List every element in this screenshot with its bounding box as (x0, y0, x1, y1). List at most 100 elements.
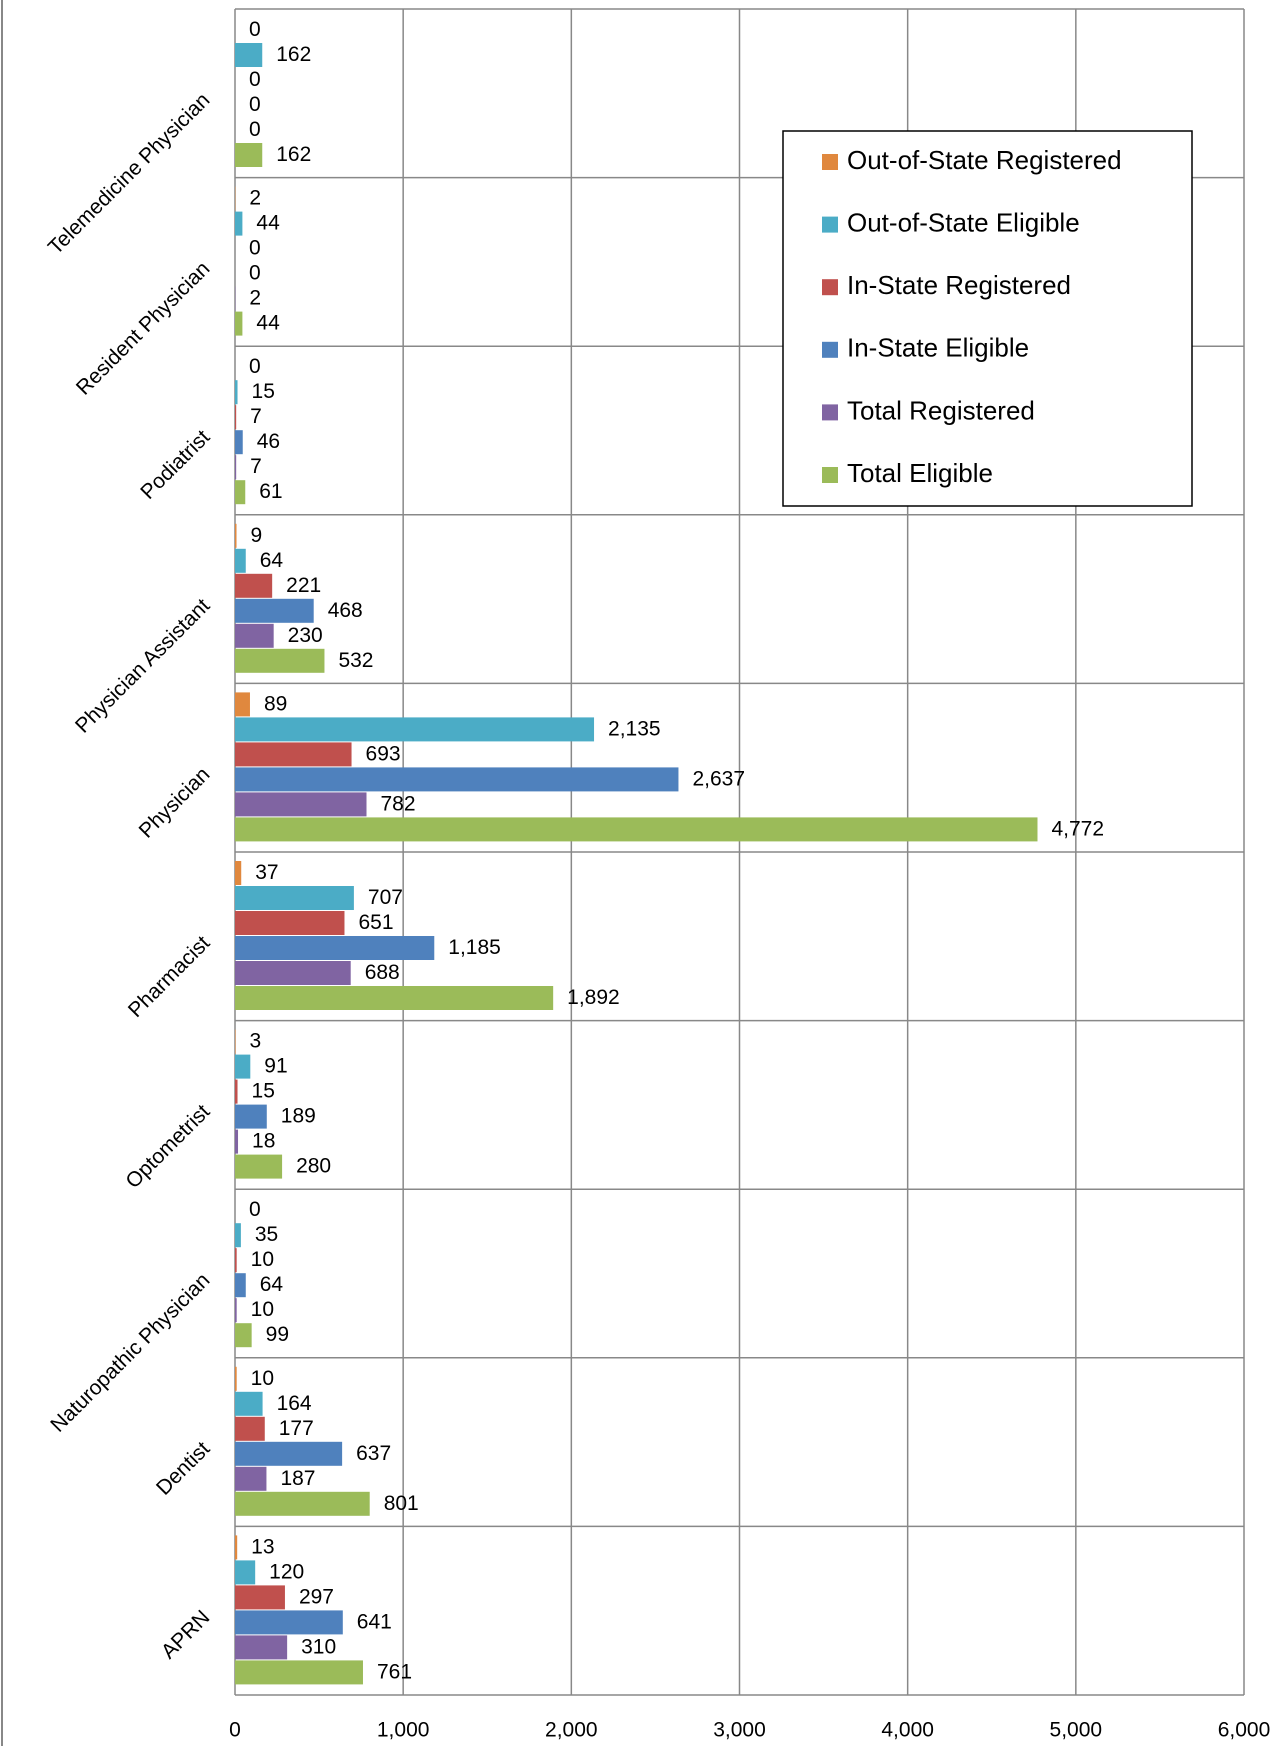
data-label: 1,892 (567, 986, 620, 1009)
bar (235, 524, 237, 548)
bar (235, 1660, 363, 1684)
category-label: Naturopathic Physician (46, 1269, 214, 1437)
bar (235, 1492, 370, 1516)
data-label: 64 (260, 549, 284, 572)
data-label: 532 (338, 649, 373, 672)
data-label: 221 (286, 574, 321, 597)
bar (235, 143, 262, 167)
data-label: 99 (266, 1323, 289, 1346)
bar (235, 1105, 267, 1129)
bar (235, 43, 262, 67)
data-label: 10 (251, 1298, 274, 1321)
category-label: Physician (135, 763, 215, 843)
bar (235, 455, 236, 479)
legend-swatch (822, 342, 838, 358)
x-tick-label: 1,000 (377, 1719, 430, 1742)
data-label: 1,185 (448, 936, 501, 959)
category-label: APRN (157, 1606, 215, 1664)
bar (235, 1417, 265, 1441)
category-label: Podiatrist (136, 426, 214, 504)
data-label: 0 (249, 93, 261, 116)
data-label: 46 (257, 430, 280, 453)
bar (235, 1323, 252, 1347)
category-label: Optometrist (121, 1100, 214, 1193)
data-label: 44 (256, 312, 280, 335)
bar (235, 1055, 250, 1079)
bar (235, 717, 594, 741)
data-label: 10 (251, 1248, 274, 1271)
data-label: 13 (251, 1535, 274, 1558)
data-label: 468 (328, 599, 363, 622)
data-label: 230 (288, 624, 323, 647)
x-tick-label: 2,000 (545, 1719, 598, 1742)
data-label: 280 (296, 1155, 331, 1178)
data-label: 2,135 (608, 717, 661, 740)
data-label: 162 (276, 143, 311, 166)
bar (235, 405, 236, 429)
data-label: 18 (252, 1130, 275, 1153)
bar (235, 1030, 236, 1054)
bar (235, 1248, 237, 1272)
data-label: 44 (256, 212, 280, 235)
bar (235, 1467, 266, 1491)
data-label: 0 (249, 118, 261, 141)
category-label: Pharmacist (124, 931, 215, 1022)
bar (235, 480, 245, 504)
bar (235, 886, 354, 910)
bar (235, 549, 246, 573)
data-label: 0 (249, 237, 261, 260)
data-label: 162 (276, 43, 311, 66)
data-label: 37 (255, 861, 278, 884)
bar (235, 1442, 342, 1466)
bar (235, 986, 553, 1010)
bar (235, 1155, 282, 1179)
bar (235, 212, 242, 236)
data-label: 187 (280, 1467, 315, 1490)
legend-label: Total Registered (847, 395, 1035, 425)
data-label: 10 (251, 1367, 274, 1390)
bar (235, 1130, 238, 1154)
data-label: 91 (264, 1055, 287, 1078)
bar (235, 1535, 237, 1559)
legend-label: Out-of-State Registered (847, 145, 1122, 175)
bar (235, 1585, 285, 1609)
legend-label: In-State Registered (847, 270, 1071, 300)
legend-swatch (822, 279, 838, 295)
bar (235, 961, 351, 985)
bar (235, 861, 241, 885)
data-label: 61 (259, 480, 282, 503)
data-label: 3 (250, 1030, 262, 1053)
bar (235, 742, 352, 766)
bar (235, 792, 367, 816)
data-label: 9 (251, 524, 263, 547)
data-label: 64 (260, 1273, 284, 1296)
legend-label: Out-of-State Eligible (847, 207, 1080, 237)
bar (235, 1223, 241, 1247)
data-label: 0 (249, 1198, 261, 1221)
legend-box (783, 131, 1192, 506)
data-label: 89 (264, 692, 287, 715)
data-label: 693 (366, 742, 401, 765)
data-label: 707 (368, 886, 403, 909)
x-tick-label: 5,000 (1050, 1719, 1103, 1742)
data-label: 0 (249, 68, 261, 91)
bar (235, 936, 434, 960)
data-label: 641 (357, 1610, 392, 1633)
bar (235, 574, 272, 598)
x-tick-label: 4,000 (881, 1719, 934, 1742)
data-label: 15 (252, 380, 275, 403)
legend-swatch (822, 217, 838, 233)
data-label: 4,772 (1051, 817, 1104, 840)
data-label: 782 (381, 792, 416, 815)
data-label: 310 (301, 1635, 336, 1658)
data-label: 2 (249, 287, 261, 310)
data-label: 761 (377, 1660, 412, 1683)
bar (235, 380, 238, 404)
x-tick-label: 3,000 (713, 1719, 766, 1742)
data-label: 7 (250, 455, 262, 478)
bar (235, 1367, 237, 1391)
category-label: Dentist (152, 1437, 215, 1500)
bar (235, 911, 344, 935)
data-label: 297 (299, 1585, 334, 1608)
